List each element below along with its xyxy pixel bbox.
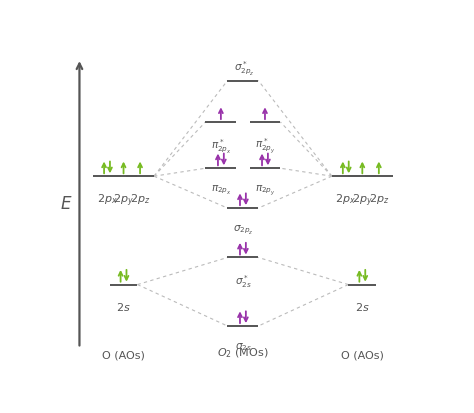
- Text: $2p_y$: $2p_y$: [352, 192, 373, 209]
- Text: $O_2$ (MOs): $O_2$ (MOs): [217, 346, 269, 360]
- Text: O (AOs): O (AOs): [102, 350, 145, 360]
- Text: $2p_y$: $2p_y$: [113, 192, 134, 209]
- Text: $2p_x$: $2p_x$: [97, 192, 118, 206]
- Text: $\sigma_{2p_z}$: $\sigma_{2p_z}$: [233, 223, 253, 236]
- Text: $\pi_{2p_x}$: $\pi_{2p_x}$: [210, 183, 231, 196]
- Text: $2s$: $2s$: [116, 300, 131, 312]
- Text: $2p_x$: $2p_x$: [336, 192, 356, 206]
- Text: $\sigma^*_{2s}$: $\sigma^*_{2s}$: [235, 272, 251, 289]
- Text: $\pi^*_{2p_y}$: $\pi^*_{2p_y}$: [255, 137, 275, 156]
- Text: $\pi^*_{2p_x}$: $\pi^*_{2p_x}$: [210, 137, 231, 155]
- Text: $2s$: $2s$: [355, 300, 370, 312]
- Text: $2p_z$: $2p_z$: [130, 192, 150, 206]
- Text: O (AOs): O (AOs): [341, 350, 384, 360]
- Text: $\pi_{2p_y}$: $\pi_{2p_y}$: [255, 183, 275, 197]
- Text: $\sigma^*_{2p_z}$: $\sigma^*_{2p_z}$: [235, 59, 255, 76]
- Text: $E$: $E$: [60, 195, 73, 213]
- Text: $\sigma_{2s}$: $\sigma_{2s}$: [235, 341, 251, 352]
- Text: $2p_z$: $2p_z$: [369, 192, 389, 206]
